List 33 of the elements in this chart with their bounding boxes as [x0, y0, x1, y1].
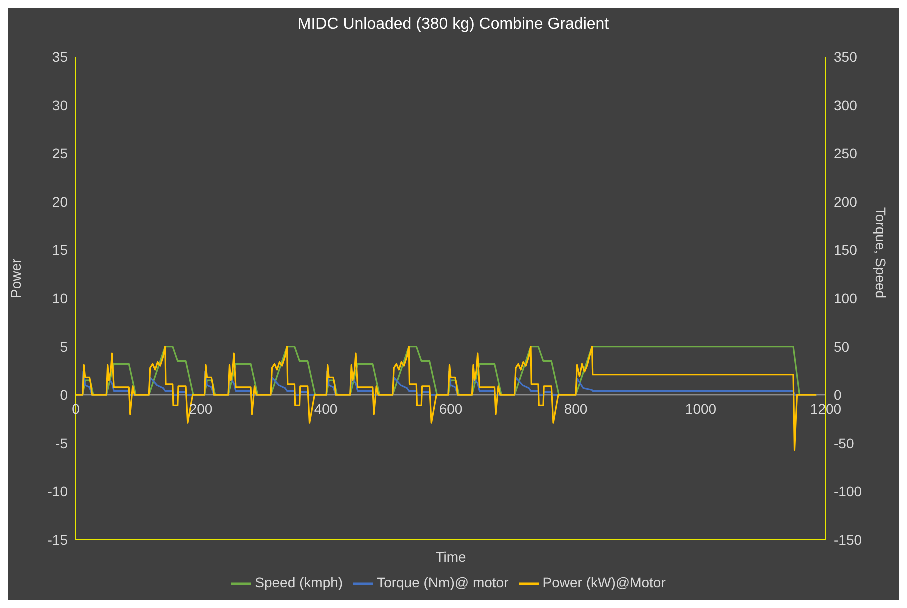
y2-tick-label: 200 — [834, 194, 858, 210]
y2-tick-label: 0 — [834, 387, 842, 404]
x-tick-label: 400 — [314, 401, 338, 418]
y-tick-label: -10 — [48, 484, 68, 500]
y-tick-label: -15 — [48, 532, 68, 548]
y2-tick-label: 100 — [834, 290, 858, 306]
y2-tick-label: -150 — [834, 532, 862, 548]
y2-tick-label: 150 — [834, 242, 858, 258]
x-tick-label: 800 — [564, 401, 588, 418]
x-tick-label: 600 — [439, 401, 463, 418]
y-tick-label: 20 — [52, 194, 68, 210]
y2-tick-label: 250 — [834, 146, 858, 162]
legend-label: Power (kW)@Motor — [542, 574, 666, 591]
y-tick-label: -5 — [56, 435, 68, 452]
x-tick-label: 1000 — [685, 401, 717, 418]
y-tick-label: 10 — [52, 290, 68, 306]
y-axis-title: Power — [8, 258, 24, 298]
y2-tick-label: 50 — [834, 338, 850, 355]
y2-tick-label: 300 — [834, 97, 858, 114]
chart-title: MIDC Unloaded (380 kg) Combine Gradient — [296, 16, 610, 34]
y-tick-label: 0 — [60, 387, 68, 404]
y2-tick-label: 350 — [834, 48, 858, 65]
y-tick-label: 30 — [52, 97, 68, 114]
y2-tick-label: -100 — [834, 484, 862, 500]
y-tick-label: 25 — [52, 146, 68, 162]
y2-tick-label: -50 — [834, 435, 854, 452]
x-axis-title: Time — [436, 549, 467, 565]
y-tick-label: 35 — [52, 48, 68, 65]
legend-label: Torque (Nm)@ motor — [377, 574, 509, 591]
y-tick-label: 5 — [60, 338, 68, 355]
y-tick-label: 15 — [52, 242, 68, 258]
y2-axis-title: Torque, Speed — [873, 207, 890, 298]
legend-label: Speed (kmph) — [255, 574, 344, 591]
